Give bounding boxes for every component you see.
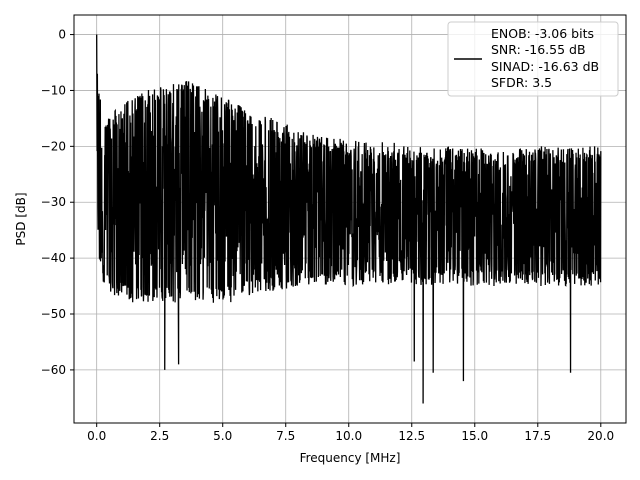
x-tick-label: 15.0 <box>461 429 488 443</box>
x-tick-label: 12.5 <box>398 429 425 443</box>
y-tick-label: 0 <box>58 28 66 42</box>
psd-line <box>96 34 602 404</box>
y-tick-label: −40 <box>41 251 66 265</box>
y-tick-label: −60 <box>41 363 66 377</box>
plot-frame <box>73 14 627 424</box>
legend-entry-sfdr: SFDR: 3.5 <box>491 75 552 90</box>
x-tick-label: 10.0 <box>335 429 362 443</box>
legend-entry-snr: SNR: -16.55 dB <box>491 42 586 57</box>
y-tick-label: −10 <box>41 83 66 97</box>
legend-entry-sinad: SINAD: -16.63 dB <box>491 59 599 74</box>
x-tick-label: 20.0 <box>587 429 614 443</box>
x-tick-label: 5.0 <box>213 429 232 443</box>
psd-series <box>96 34 602 404</box>
y-axis-ticks: 0 −10 −20 −30 −40 −50 −60 <box>41 28 74 377</box>
legend-box <box>447 21 619 97</box>
x-tick-label: 7.5 <box>276 429 295 443</box>
legend: ENOB: -3.06 bits SNR: -16.55 dB SINAD: -… <box>447 21 619 97</box>
y-axis-label: PSD [dB] <box>14 192 28 245</box>
x-tick-label: 0.0 <box>87 429 106 443</box>
y-tick-label: −20 <box>41 139 66 153</box>
legend-entry-enob: ENOB: -3.06 bits <box>491 26 594 41</box>
x-tick-label: 2.5 <box>150 429 169 443</box>
x-axis-ticks: 0.0 2.5 5.0 7.5 10.0 12.5 15.0 17.5 20.0 <box>87 423 614 443</box>
x-tick-label: 17.5 <box>524 429 551 443</box>
y-tick-label: −30 <box>41 195 66 209</box>
y-tick-label: −50 <box>41 307 66 321</box>
x-axis-label: Frequency [MHz] <box>300 451 401 465</box>
